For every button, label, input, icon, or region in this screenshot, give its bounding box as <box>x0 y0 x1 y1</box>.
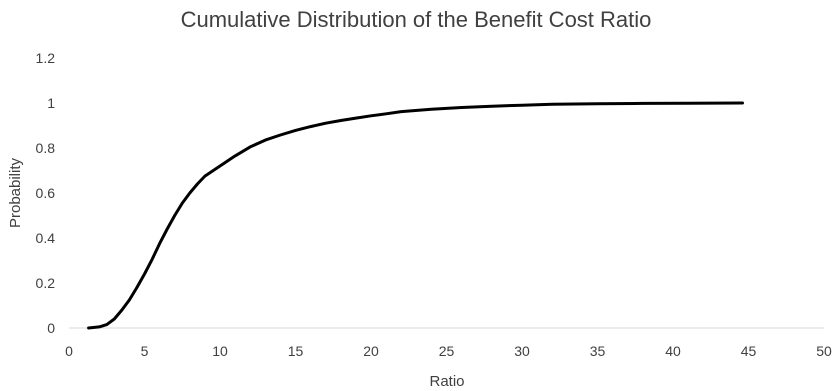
y-tick-label: 0.6 <box>36 185 56 201</box>
y-tick-label: 0.2 <box>36 275 56 291</box>
x-tick-label: 50 <box>816 343 832 359</box>
x-tick-label: 5 <box>141 343 149 359</box>
y-tick-label: 0 <box>47 320 55 336</box>
x-tick-label: 10 <box>212 343 228 359</box>
x-tick-label: 35 <box>590 343 606 359</box>
x-tick-label: 40 <box>665 343 681 359</box>
chart-title: Cumulative Distribution of the Benefit C… <box>181 7 652 32</box>
x-axis-label: Ratio <box>429 373 464 390</box>
y-tick-label: 0.8 <box>36 140 56 156</box>
x-tick-label: 20 <box>363 343 379 359</box>
y-tick-label: 1 <box>47 95 55 111</box>
series-group <box>87 101 744 330</box>
series-line-0 <box>87 101 744 330</box>
x-tick-label: 25 <box>439 343 455 359</box>
x-tick-label: 0 <box>65 343 73 359</box>
x-axis-ticks: 0 5 10 15 20 25 30 35 40 45 50 <box>65 343 832 359</box>
x-tick-label: 45 <box>741 343 757 359</box>
y-axis-ticks: 0 0.2 0.4 0.6 0.8 1 1.2 <box>36 50 56 336</box>
y-tick-label: 0.4 <box>36 230 56 246</box>
y-axis-label: Probability <box>7 157 24 228</box>
x-tick-label: 30 <box>514 343 530 359</box>
x-tick-label: 15 <box>288 343 304 359</box>
y-tick-label: 1.2 <box>36 50 56 66</box>
